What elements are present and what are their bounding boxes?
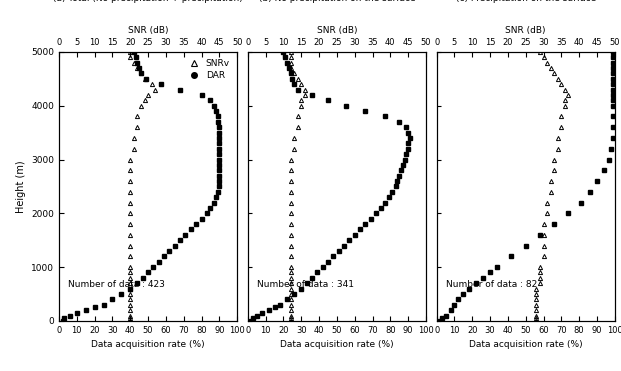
X-axis label: SNR (dB): SNR (dB) — [505, 26, 546, 35]
Title: (c) Precipitation on the surface: (c) Precipitation on the surface — [456, 0, 596, 3]
Text: Number of data : 341: Number of data : 341 — [256, 280, 354, 289]
Y-axis label: Height (m): Height (m) — [16, 160, 25, 213]
Legend: SNRv, DAR: SNRv, DAR — [183, 56, 233, 83]
Text: Number of data : 82: Number of data : 82 — [445, 280, 537, 289]
X-axis label: Data acquisition rate (%): Data acquisition rate (%) — [280, 340, 394, 349]
X-axis label: Data acquisition rate (%): Data acquisition rate (%) — [91, 340, 205, 349]
Title: (a) Total (No precipitation + precipitation): (a) Total (No precipitation + precipitat… — [53, 0, 243, 3]
X-axis label: Data acquisition rate (%): Data acquisition rate (%) — [469, 340, 582, 349]
X-axis label: SNR (dB): SNR (dB) — [317, 26, 357, 35]
Text: Number of data : 423: Number of data : 423 — [68, 280, 165, 289]
X-axis label: SNR (dB): SNR (dB) — [128, 26, 168, 35]
Title: (b) No precipitation on the surface: (b) No precipitation on the surface — [258, 0, 415, 3]
